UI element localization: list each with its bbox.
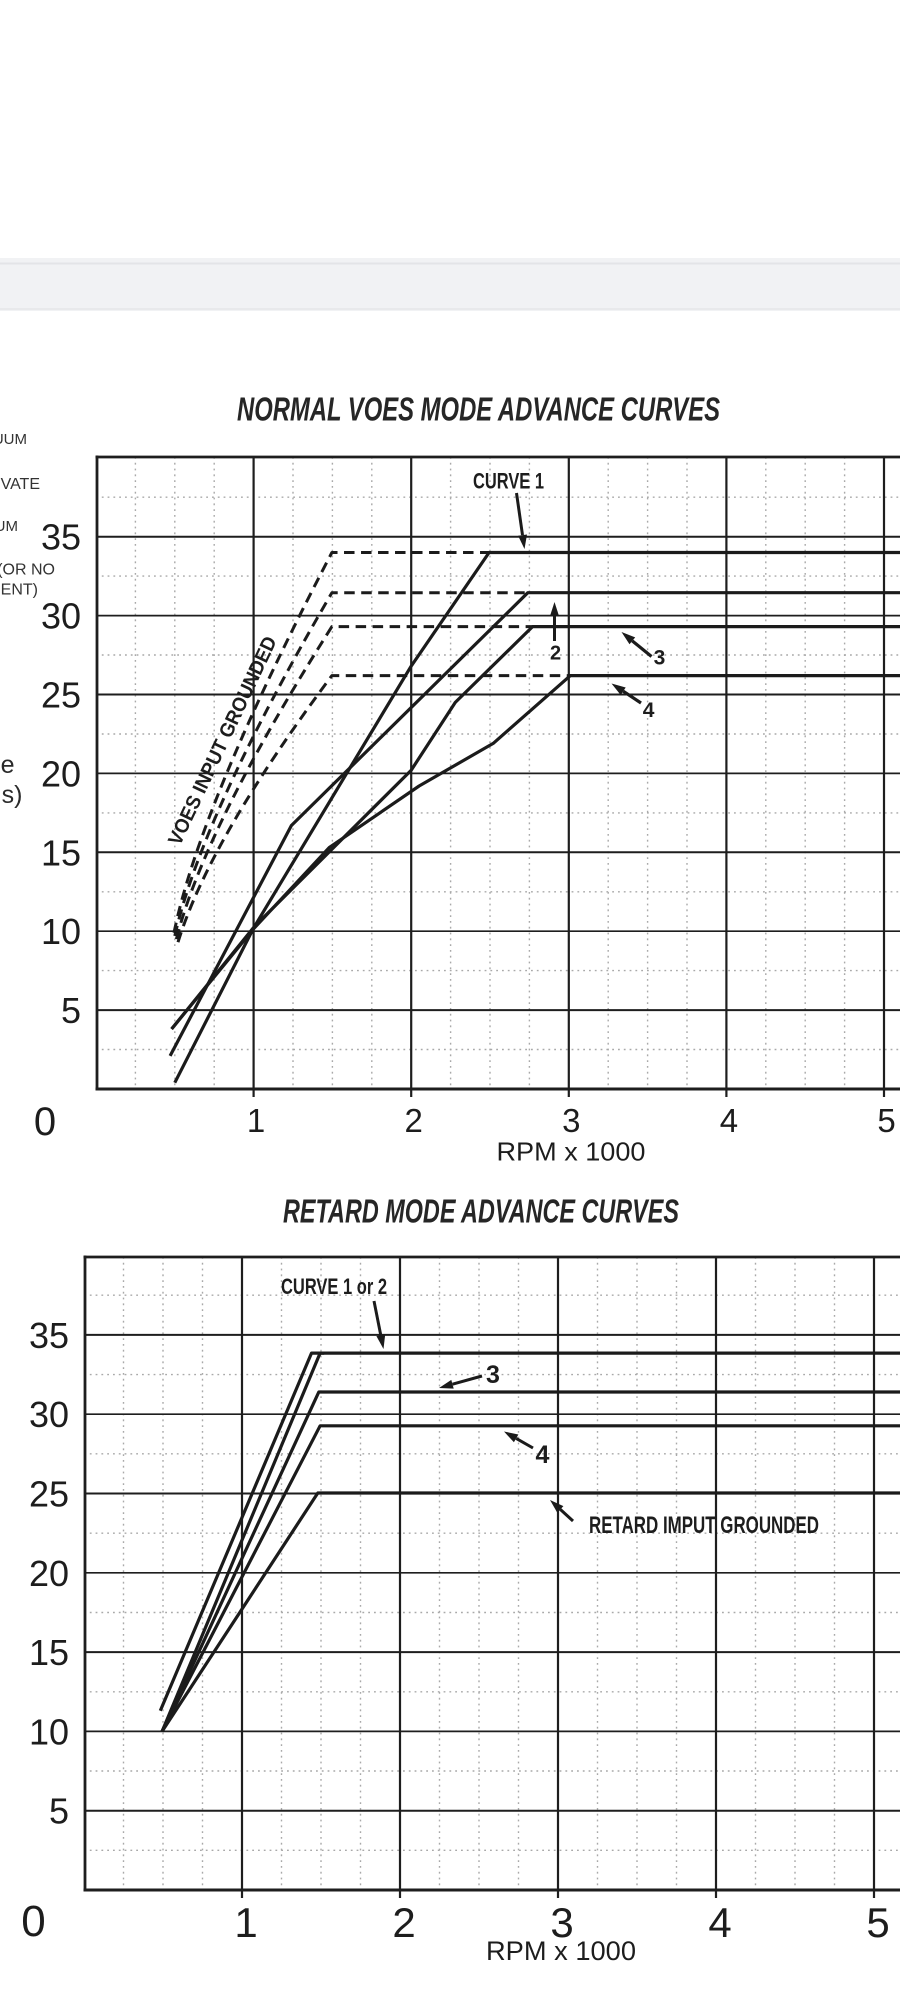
svg-text:3: 3: [550, 1899, 573, 1946]
svg-text:25: 25: [29, 1474, 69, 1515]
svg-text:SENT): SENT): [0, 582, 38, 599]
svg-text:e: e: [1, 751, 15, 779]
svg-text:30: 30: [29, 1394, 69, 1435]
svg-text:0: 0: [21, 1897, 45, 1946]
svg-text:20: 20: [29, 1553, 69, 1594]
svg-text:15: 15: [41, 832, 81, 873]
svg-text:4: 4: [643, 699, 655, 722]
svg-text:RPM x 1000: RPM x 1000: [497, 1137, 646, 1167]
svg-text:RETARD IMPUT GROUNDED: RETARD IMPUT GROUNDED: [589, 1512, 819, 1539]
svg-text:NORMAL VOES MODE ADVANCE CURVE: NORMAL VOES MODE ADVANCE CURVES: [237, 391, 720, 428]
svg-text:5: 5: [61, 990, 81, 1031]
svg-text:15: 15: [29, 1632, 69, 1673]
svg-text:5: 5: [49, 1791, 69, 1832]
svg-text:CURVE 1 or 2: CURVE 1 or 2: [281, 1274, 387, 1299]
svg-text:4: 4: [536, 1441, 550, 1469]
svg-text:0: 0: [34, 1100, 56, 1144]
svg-text:TIVATE: TIVATE: [0, 476, 40, 493]
svg-text:20: 20: [41, 753, 81, 794]
svg-text:2: 2: [405, 1102, 423, 1139]
svg-text:1: 1: [234, 1899, 257, 1946]
svg-text:UM: UM: [0, 518, 18, 535]
svg-text:5: 5: [877, 1102, 895, 1139]
svg-text:35: 35: [29, 1315, 69, 1356]
svg-text:35: 35: [41, 517, 81, 558]
svg-text:4: 4: [708, 1899, 731, 1946]
svg-text:UUM: UUM: [0, 431, 27, 448]
svg-text:30: 30: [41, 596, 81, 637]
svg-text:3: 3: [562, 1102, 580, 1139]
svg-text:25: 25: [41, 675, 81, 716]
svg-text:3: 3: [486, 1361, 500, 1389]
svg-text:1: 1: [247, 1102, 265, 1139]
svg-text:10: 10: [41, 911, 81, 952]
svg-text:4: 4: [720, 1102, 738, 1139]
svg-text:10: 10: [29, 1711, 69, 1752]
svg-text:RPM x 1000: RPM x 1000: [486, 1936, 636, 1966]
svg-text:5: 5: [866, 1899, 889, 1946]
svg-text:3: 3: [654, 647, 666, 670]
svg-text:2: 2: [392, 1899, 415, 1946]
svg-text:RETARD MODE ADVANCE CURVES: RETARD MODE ADVANCE CURVES: [283, 1193, 679, 1230]
svg-text:CURVE 1: CURVE 1: [473, 469, 544, 494]
svg-text:F (OR NO: F (OR NO: [0, 562, 55, 579]
svg-text:2: 2: [550, 643, 561, 665]
svg-text:s): s): [2, 781, 23, 809]
